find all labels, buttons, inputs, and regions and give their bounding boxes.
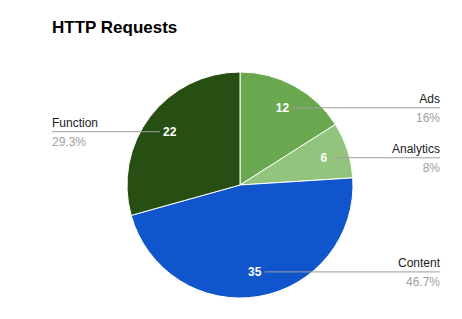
html-text:HTTP Requests: HTTP Requests (52, 18, 178, 37)
svg-text:46.7%: 46.7% (406, 275, 440, 289)
svg-text:22: 22 (163, 125, 177, 139)
svg-text:35: 35 (248, 265, 262, 279)
svg-text:6: 6 (320, 151, 327, 165)
svg-text:Function: Function (52, 116, 98, 130)
svg-text:Analytics: Analytics (392, 142, 440, 156)
svg-text:Content: Content (398, 256, 441, 270)
svg-text:8%: 8% (423, 161, 441, 175)
svg-text:16%: 16% (416, 111, 440, 125)
svg-text:12: 12 (276, 101, 290, 115)
svg-text:Ads: Ads (419, 92, 440, 106)
svg-text:29.3%: 29.3% (52, 135, 86, 149)
